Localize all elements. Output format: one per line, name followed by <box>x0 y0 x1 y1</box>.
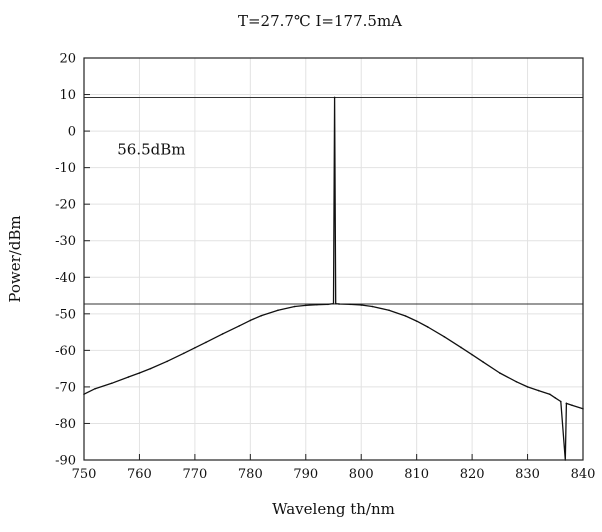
x-tick-label: 770 <box>182 467 207 482</box>
x-tick-label: 760 <box>127 467 152 482</box>
data-point <box>571 404 573 406</box>
data-point <box>537 389 540 392</box>
data-point <box>349 303 351 306</box>
data-point <box>360 304 363 306</box>
y-tick-label: -60 <box>55 344 76 359</box>
x-tick-label: 780 <box>238 467 263 482</box>
data-point <box>149 367 152 370</box>
x-axis-title: Waveleng th/nm <box>272 500 395 518</box>
data-point <box>277 309 279 311</box>
data-point <box>221 333 224 335</box>
data-point <box>404 315 407 317</box>
data-point <box>166 360 168 363</box>
chart-title: T=27.7℃ I=177.5mA <box>238 12 402 30</box>
data-point <box>332 302 335 305</box>
data-point <box>183 352 185 355</box>
y-tick-label: -70 <box>55 380 76 395</box>
data-point <box>194 347 196 349</box>
data-point <box>304 304 307 307</box>
data-point <box>388 309 390 311</box>
data-point <box>443 336 446 338</box>
data-point <box>327 303 329 306</box>
data-point <box>515 380 518 383</box>
y-tick-label: -80 <box>55 417 76 432</box>
x-tick-label: 840 <box>571 467 596 482</box>
data-point <box>333 96 336 99</box>
y-tick-label: 10 <box>59 88 76 103</box>
data-point <box>138 372 141 374</box>
plot-frame <box>83 57 584 461</box>
x-tick-label: 830 <box>515 467 540 482</box>
data-point <box>205 341 207 344</box>
x-tick-label: 810 <box>404 467 429 482</box>
data-point <box>554 397 557 399</box>
data-point <box>460 346 462 349</box>
y-tick-label: -20 <box>55 198 76 213</box>
data-point <box>260 314 263 317</box>
data-point <box>471 353 473 356</box>
data-point <box>415 320 418 322</box>
x-tick-label: 750 <box>72 467 97 482</box>
data-point <box>426 326 429 328</box>
peak-annotation: 56.5dBm <box>117 140 185 158</box>
data-point <box>338 303 340 305</box>
x-tick-label: 820 <box>460 467 485 482</box>
y-tick-label: -50 <box>55 307 76 322</box>
data-point <box>526 386 529 388</box>
y-tick-label: 0 <box>68 125 76 140</box>
data-point <box>334 302 337 305</box>
data-point <box>127 376 130 378</box>
x-tick-label: 800 <box>349 467 374 482</box>
data-point <box>249 319 252 322</box>
data-point <box>293 305 296 308</box>
data-point <box>548 393 551 396</box>
y-tick-label: -40 <box>55 271 76 286</box>
data-point <box>316 303 318 306</box>
data-point <box>482 361 485 363</box>
y-tick-label: -90 <box>55 454 76 469</box>
data-point <box>238 325 241 327</box>
data-point <box>94 387 96 390</box>
data-point <box>560 400 562 403</box>
data-point <box>499 372 501 374</box>
data-point <box>565 402 568 405</box>
data-point <box>371 305 374 308</box>
y-axis-title: Power/dBm <box>6 215 24 302</box>
y-tick-label: -10 <box>55 161 76 176</box>
y-tick-label: -30 <box>55 234 76 249</box>
x-tick-label: 790 <box>293 467 318 482</box>
data-point <box>110 382 113 385</box>
y-tick-label: 20 <box>59 52 76 67</box>
axis-ticks: 750 760 770 780 790 800 810 820 830 840 20 10 0 -10 -2… <box>55 52 595 483</box>
